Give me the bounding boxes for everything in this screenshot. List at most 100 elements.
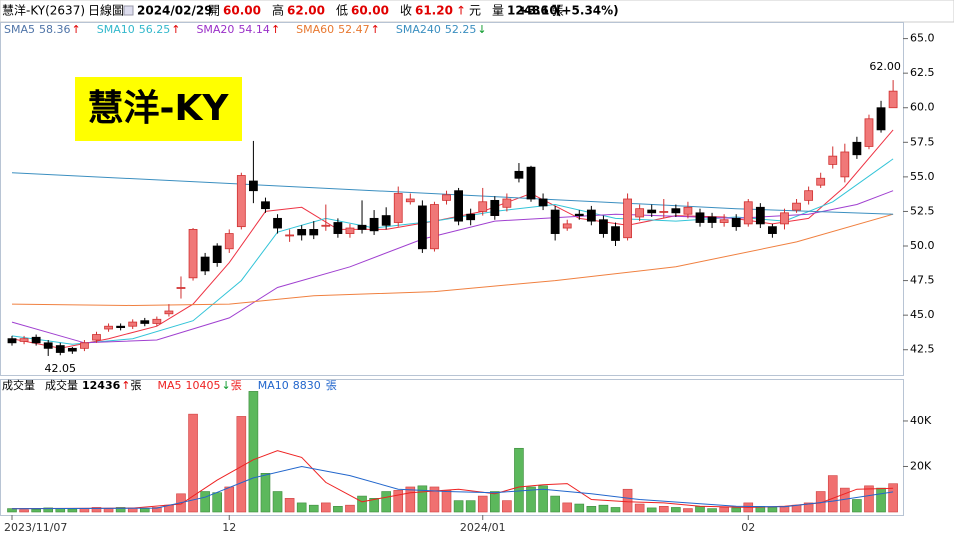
legend-name: SMA5 [4, 23, 35, 36]
x-tick-label: 2024/01 [460, 521, 506, 534]
field-value: 60.00 [223, 4, 261, 18]
chart-title: 慧洋-KY [88, 88, 230, 129]
volume-bar [345, 504, 355, 513]
candle-body [31, 336, 41, 344]
volume-tick-label: 20K [910, 459, 932, 472]
y-tick-label: 50.0 [910, 239, 935, 252]
candle-body [200, 256, 210, 272]
volume-bar [272, 491, 283, 513]
candle-body [550, 209, 560, 234]
change-pct: (+5.34%) [556, 4, 619, 18]
volume-bar [248, 391, 259, 513]
volume-ma-arrow: ↓ [222, 379, 231, 392]
date: 2024/02/29 [137, 4, 213, 18]
volume-bar [465, 500, 476, 513]
icon[interactable] [123, 5, 134, 16]
candle-body [840, 151, 850, 178]
y-tick-label: 65.0 [910, 32, 935, 45]
legend-name: SMA20 [196, 23, 234, 36]
volume-bar [212, 492, 222, 513]
candle-body [297, 229, 307, 236]
candle-body [104, 325, 113, 330]
y-tick-label: 45.0 [910, 308, 935, 321]
field-arrow: ↑ [456, 4, 466, 18]
legend-value: 56.25 [139, 23, 171, 36]
candle-body [116, 325, 126, 329]
volume-bar [477, 495, 488, 513]
ma-line [11, 172, 894, 215]
candle-body [478, 201, 488, 212]
volume-bar [658, 506, 669, 513]
candle-body [417, 205, 427, 250]
volume-bar [43, 507, 54, 513]
volume-legend-name: 成交量 [45, 378, 78, 392]
candle-body [273, 217, 282, 229]
ma-line [11, 158, 894, 345]
price-panel [0, 22, 904, 376]
candle-body [647, 209, 657, 214]
candle-body [345, 227, 355, 234]
field-label: 高 [272, 3, 284, 18]
volume-bar [284, 498, 295, 513]
candle-body [152, 318, 162, 324]
candle-body [466, 213, 476, 221]
volume-bar [453, 500, 464, 513]
legend-arrow: ↑ [271, 23, 280, 36]
volume-title: 成交量 [2, 378, 35, 392]
candle-body [743, 201, 753, 225]
candle-body [514, 170, 524, 179]
field-label: 收 [400, 4, 412, 18]
candle-body [611, 226, 620, 241]
volume-bar [731, 507, 742, 513]
volume-bar [852, 499, 862, 513]
legend-arrow: ↑ [171, 23, 180, 36]
legend-arrow: ↑ [371, 23, 380, 36]
volume-bar [91, 507, 102, 513]
candle-body [164, 310, 174, 315]
volume-bar [67, 508, 78, 513]
y-tick-label: 62.5 [910, 66, 935, 79]
candle-body [888, 90, 898, 109]
volume-bar [827, 475, 838, 513]
y-tick-label: 55.0 [910, 170, 935, 183]
candle-body [188, 229, 198, 279]
candle-body [574, 213, 584, 216]
candle-body [731, 217, 741, 228]
candle-body [828, 155, 838, 165]
volume-bar [888, 483, 898, 513]
volume-bar [381, 491, 391, 513]
volume-bar [526, 486, 536, 513]
candle-body [442, 194, 451, 201]
candle-body [430, 204, 439, 250]
candle-body [321, 224, 331, 227]
candle-body [768, 226, 777, 234]
candle-body [333, 222, 343, 234]
candle-body [490, 199, 500, 216]
candle-body [804, 190, 814, 201]
volume-panel [0, 379, 904, 516]
candle-body [369, 217, 379, 232]
candle-body [864, 118, 874, 147]
candle-body [212, 245, 222, 264]
volume-bar [514, 447, 524, 513]
y-tick-label: 57.5 [910, 135, 935, 148]
field-value: 12436 [507, 4, 549, 18]
field-value: 61.20 [415, 4, 453, 18]
candle-body [261, 201, 270, 210]
volume-bar [441, 490, 452, 513]
candle-body [852, 141, 862, 156]
candle-body [454, 190, 463, 222]
candle-body [55, 345, 65, 353]
volume-bar [296, 502, 307, 513]
y-tick-label: 47.5 [910, 274, 935, 287]
volume-bar [646, 507, 657, 513]
candle-body [405, 198, 415, 203]
volume-tick-label: 40K [910, 414, 932, 427]
candle-body [695, 212, 705, 223]
legend-name: SMA60 [296, 23, 334, 36]
volume-ma-line [11, 450, 894, 510]
volume-bar [562, 502, 573, 513]
volume-bar [188, 413, 198, 513]
ma-line [11, 129, 894, 349]
y-tick-label: 42.5 [910, 343, 935, 356]
